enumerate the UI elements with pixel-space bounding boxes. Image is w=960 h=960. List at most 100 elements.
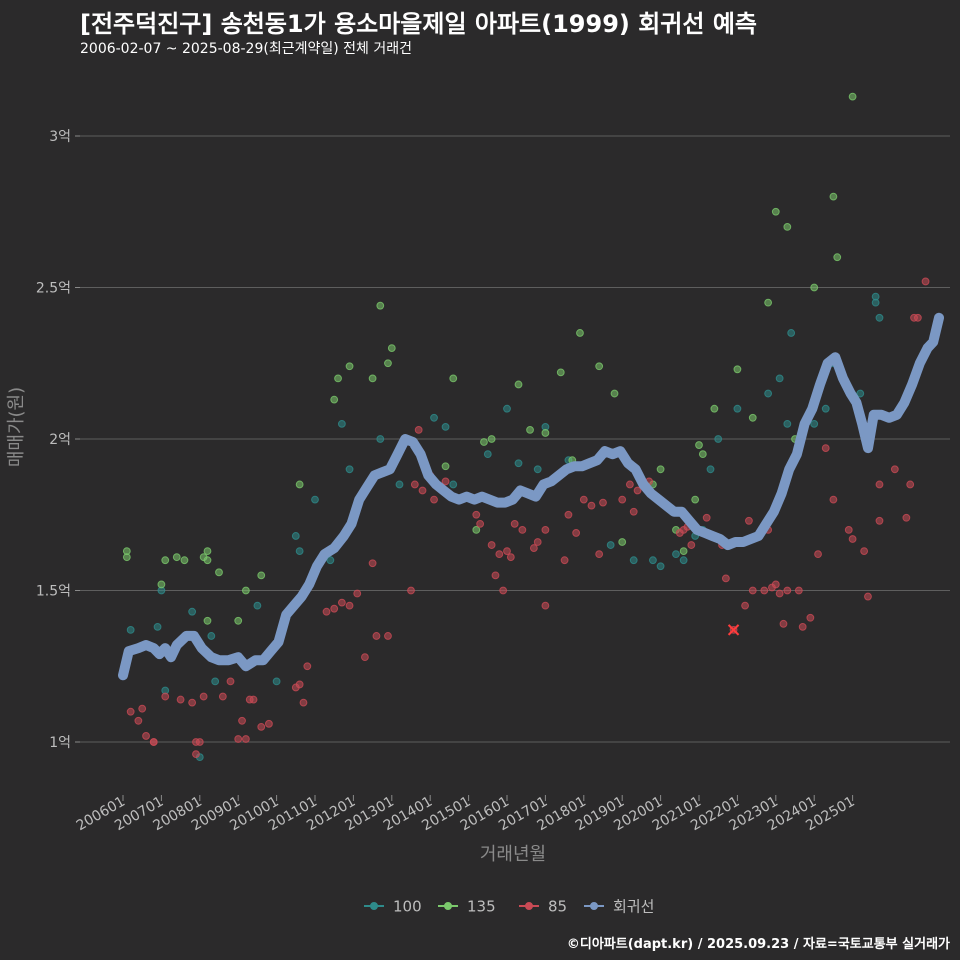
point-85 <box>625 480 634 489</box>
point-100 <box>764 389 773 398</box>
point-135 <box>691 495 700 504</box>
point-135 <box>122 553 131 562</box>
point-85 <box>864 592 872 601</box>
point-85 <box>775 589 784 598</box>
point-85 <box>487 541 496 549</box>
point-85 <box>345 601 354 610</box>
legend-marker <box>590 902 598 910</box>
regression-line <box>118 312 944 681</box>
y-tick-label: 2억 <box>49 432 71 448</box>
point-85 <box>794 586 803 595</box>
point-135 <box>610 389 619 398</box>
point-85 <box>138 704 147 713</box>
point-135 <box>157 580 166 589</box>
legend-marker <box>444 902 452 910</box>
legend-label: 100 <box>393 898 422 916</box>
point-85 <box>368 559 377 568</box>
point-135 <box>387 344 396 353</box>
point-85 <box>149 738 158 746</box>
point-100 <box>629 556 638 565</box>
point-85 <box>821 444 830 452</box>
y-tick-label: 1.5억 <box>36 584 71 600</box>
point-85 <box>721 574 730 583</box>
point-85 <box>829 495 838 504</box>
point-135 <box>334 374 342 383</box>
legend-marker <box>525 902 533 910</box>
legend-item-135: 135 <box>438 898 496 916</box>
point-85 <box>337 598 346 607</box>
point-100 <box>514 459 523 468</box>
regression-line-group <box>118 312 944 681</box>
point-85 <box>902 513 911 522</box>
point-85 <box>226 677 235 686</box>
point-135 <box>203 616 212 625</box>
point-135 <box>449 374 458 383</box>
x-axis-title: 거래년월 <box>480 844 546 865</box>
point-135 <box>472 526 481 534</box>
point-135 <box>526 426 534 434</box>
legend-item-85: 85 <box>519 898 567 916</box>
point-85 <box>134 716 143 725</box>
point-100 <box>483 450 492 459</box>
point-85 <box>687 541 696 549</box>
point-100 <box>606 541 615 549</box>
point-100 <box>126 625 135 634</box>
point-85 <box>241 735 250 743</box>
point-100 <box>188 607 197 616</box>
point-100 <box>875 313 884 322</box>
point-85 <box>472 510 481 519</box>
point-100 <box>449 480 458 489</box>
point-100 <box>775 374 784 383</box>
point-85 <box>303 662 312 671</box>
point-85 <box>541 601 550 610</box>
point-85 <box>618 495 627 504</box>
point-135 <box>203 556 212 565</box>
point-135 <box>257 571 266 580</box>
point-85 <box>257 722 266 731</box>
point-85 <box>418 486 427 495</box>
point-85 <box>587 501 596 510</box>
point-135 <box>161 556 170 565</box>
point-85 <box>238 716 246 725</box>
point-85 <box>322 607 331 616</box>
point-85 <box>741 601 749 610</box>
point-135 <box>710 404 719 413</box>
point-135 <box>848 92 857 101</box>
point-100 <box>207 632 216 640</box>
point-85 <box>299 698 308 707</box>
point-135 <box>172 553 181 562</box>
point-135 <box>376 301 385 310</box>
point-100 <box>656 562 665 571</box>
point-85 <box>913 313 922 322</box>
point-135 <box>441 462 450 471</box>
legend-label: 135 <box>467 898 496 916</box>
point-85 <box>249 695 258 704</box>
point-85 <box>192 750 200 759</box>
point-85 <box>491 571 500 580</box>
point-100 <box>787 329 796 337</box>
y-tick-label: 1억 <box>49 735 71 751</box>
point-85 <box>560 556 569 565</box>
point-85 <box>771 580 780 589</box>
point-85 <box>806 613 815 622</box>
point-135 <box>748 413 757 422</box>
legend-marker <box>370 902 378 910</box>
point-85 <box>126 707 135 716</box>
point-135 <box>480 438 488 446</box>
point-85 <box>748 586 757 595</box>
point-100 <box>211 677 220 686</box>
point-100 <box>672 550 680 559</box>
point-135 <box>345 362 354 371</box>
point-135 <box>215 568 223 577</box>
point-100 <box>733 404 742 413</box>
point-100 <box>153 622 162 631</box>
point-100 <box>871 292 880 301</box>
point-135 <box>698 450 707 459</box>
point-85 <box>234 735 243 743</box>
point-100 <box>706 465 715 474</box>
legend: 100 135 85 회귀선 <box>364 898 654 916</box>
point-135 <box>330 395 339 404</box>
point-135 <box>576 329 584 337</box>
point-135 <box>618 538 627 546</box>
